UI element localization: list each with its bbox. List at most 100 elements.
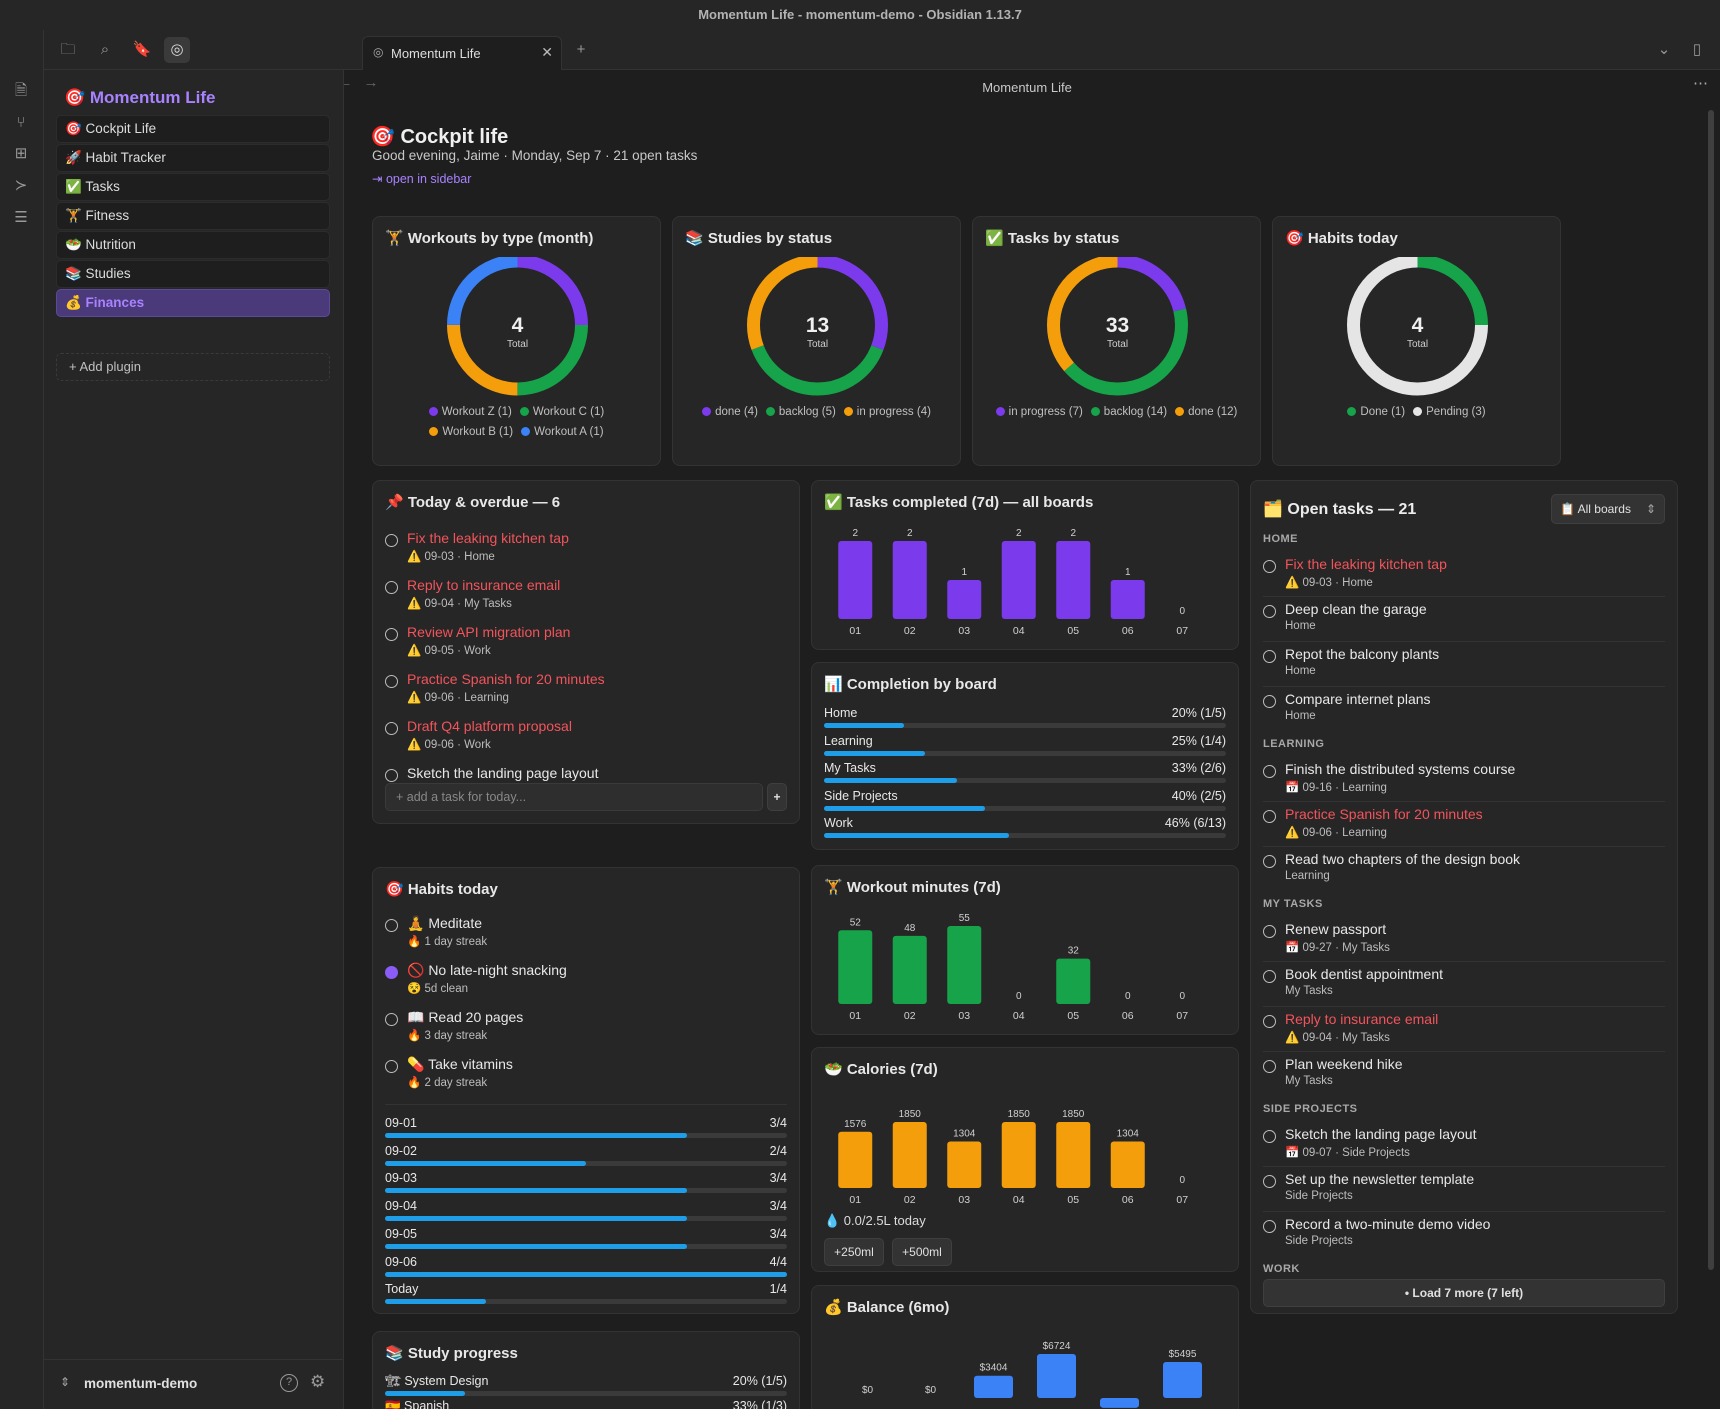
task-checkbox[interactable] [1263,605,1276,618]
new-tab-icon[interactable]: + [576,41,586,58]
progress-fill [385,1243,687,1249]
task-title[interactable]: Book dentist appointment [1285,966,1443,982]
task-title[interactable]: Practice Spanish for 20 minutes [1285,806,1483,822]
task-checkbox[interactable] [385,534,398,547]
task-title[interactable]: Sketch the landing page layout [407,765,599,781]
sidebar-item[interactable]: 🚀 Habit Tracker [56,144,330,172]
task-checkbox[interactable] [1263,855,1276,868]
open-in-sidebar-link[interactable]: ⇥ open in sidebar [372,172,472,186]
task-title[interactable]: Reply to insurance email [407,577,561,593]
bar-value-label: $0 [925,1385,937,1396]
bar-category-label: 06 [1122,1194,1134,1206]
list-icon[interactable]: ☰ [14,209,28,226]
habit-checkbox[interactable] [385,1013,398,1026]
task-title[interactable]: Renew passport [1285,921,1387,937]
sidebar-item[interactable]: 🥗 Nutrition [56,231,330,259]
target-icon[interactable]: ◎ [164,37,190,63]
sidebar-item[interactable]: 🏋 Fitness [56,202,330,230]
task-title[interactable]: Plan weekend hike [1285,1056,1403,1072]
donut-total-label: Total [1107,339,1128,350]
bookmark-icon[interactable]: 🔖 [132,41,152,58]
task-title[interactable]: Sketch the landing page layout [1285,1126,1477,1142]
task-checkbox[interactable] [1263,925,1276,938]
vault-switcher[interactable]: momentum-demo [84,1376,198,1391]
right-sidebar-toggle-icon[interactable]: ▯ [1692,41,1702,58]
habit-checkbox[interactable] [385,1060,398,1073]
load-more-button[interactable]: • Load 7 more (7 left) [1263,1279,1665,1307]
history-date: 09-01 [385,1116,417,1130]
scrollbar[interactable] [1708,110,1714,1270]
sidebar-item[interactable]: ✅ Tasks [56,173,330,201]
search-icon[interactable]: ⌕ [100,41,110,58]
more-options-icon[interactable]: ⋯ [1693,75,1708,92]
task-checkbox[interactable] [385,628,398,641]
task-checkbox[interactable] [385,722,398,735]
legend-item: Workout C (1) [519,402,604,422]
gear-icon[interactable]: ⚙ [310,1372,326,1391]
task-checkbox[interactable] [1263,1220,1276,1233]
habit-title[interactable]: 📖 Read 20 pages [407,1009,524,1025]
folder-icon[interactable]: 🗀 [60,41,76,58]
task-checkbox[interactable] [1263,970,1276,983]
habit-checkbox[interactable] [385,919,398,932]
board-completion: 25% (1/4) [1171,733,1226,748]
task-checkbox[interactable] [1263,1060,1276,1073]
board-name: Learning [824,733,873,748]
sidebar-item[interactable]: 💰 Finances [56,289,330,317]
chevron-down-icon[interactable]: ⌄ [1657,41,1671,58]
divider [1263,1006,1665,1007]
task-checkbox[interactable] [1263,695,1276,708]
open-task-item: Book dentist appointment My Tasks [1263,965,1665,1007]
open-task-item: Reply to insurance email ⚠️ 09-04 · My Ta… [1263,1010,1665,1052]
help-icon[interactable]: ? [280,1374,298,1392]
task-title[interactable]: Fix the leaking kitchen tap [1285,556,1447,572]
task-checkbox[interactable] [385,675,398,688]
task-checkbox[interactable] [1263,1015,1276,1028]
file-icon[interactable]: 🗎 [14,82,28,99]
add-plugin-button[interactable]: + Add plugin [56,353,330,381]
graph-icon[interactable]: ⑂ [16,114,26,131]
task-checkbox[interactable] [1263,765,1276,778]
add-task-button[interactable]: + [767,783,787,811]
add-task-input[interactable]: + add a task for today... [385,783,763,811]
close-icon[interactable]: ✕ [541,44,553,60]
task-checkbox[interactable] [385,769,398,782]
bar-category-label: 03 [958,1010,970,1022]
task-checkbox[interactable] [1263,1130,1276,1143]
task-title[interactable]: Record a two-minute demo video [1285,1216,1491,1232]
task-title[interactable]: Practice Spanish for 20 minutes [407,671,605,687]
task-title[interactable]: Review API migration plan [407,624,571,640]
task-title[interactable]: Read two chapters of the design book [1285,851,1521,867]
habit-title[interactable]: 💊 Take vitamins [407,1056,513,1072]
add-500ml-button[interactable]: +500ml [892,1238,952,1266]
board-filter-select[interactable]: 📋 All boards ⇕ [1551,494,1665,524]
bar-category-label: 03 [958,1194,970,1206]
task-title[interactable]: Draft Q4 platform proposal [407,718,572,734]
task-title[interactable]: Set up the newsletter template [1285,1171,1475,1187]
task-checkbox[interactable] [1263,650,1276,663]
task-title[interactable]: Compare internet plans [1285,691,1431,707]
habit-title[interactable]: 🚫 No late-night snacking [407,962,567,978]
vault-switcher-icon[interactable]: ⇕ [60,1375,71,1389]
terminal-icon[interactable]: ≻ [14,177,28,194]
sidebar-item[interactable]: 🎯 Cockpit Life [56,115,330,143]
task-title[interactable]: Deep clean the garage [1285,601,1427,617]
task-checkbox[interactable] [1263,560,1276,573]
task-title[interactable]: Reply to insurance email [1285,1011,1439,1027]
legend-label: Done (1) [1360,406,1406,418]
task-title[interactable]: Finish the distributed systems course [1285,761,1516,777]
back-arrow-icon[interactable]: ← [344,74,353,91]
grid-icon[interactable]: ⊞ [14,145,28,162]
forward-arrow-icon[interactable]: → [363,74,379,91]
sidebar-item[interactable]: 📚 Studies [56,260,330,288]
add-250ml-button[interactable]: +250ml [824,1238,884,1266]
task-title[interactable]: Repot the balcony plants [1285,646,1440,662]
task-checkbox[interactable] [1263,1175,1276,1188]
habit-checkbox[interactable] [385,966,398,979]
tasks-completed-chart: 2 01 2 02 1 03 2 04 2 05 1 06 0 07 [838,528,1188,637]
task-title[interactable]: Fix the leaking kitchen tap [407,530,569,546]
tab-momentum-life[interactable]: ◎ Momentum Life ✕ [362,36,562,70]
task-checkbox[interactable] [1263,810,1276,823]
habit-title[interactable]: 🧘 Meditate [407,915,483,931]
task-checkbox[interactable] [385,581,398,594]
